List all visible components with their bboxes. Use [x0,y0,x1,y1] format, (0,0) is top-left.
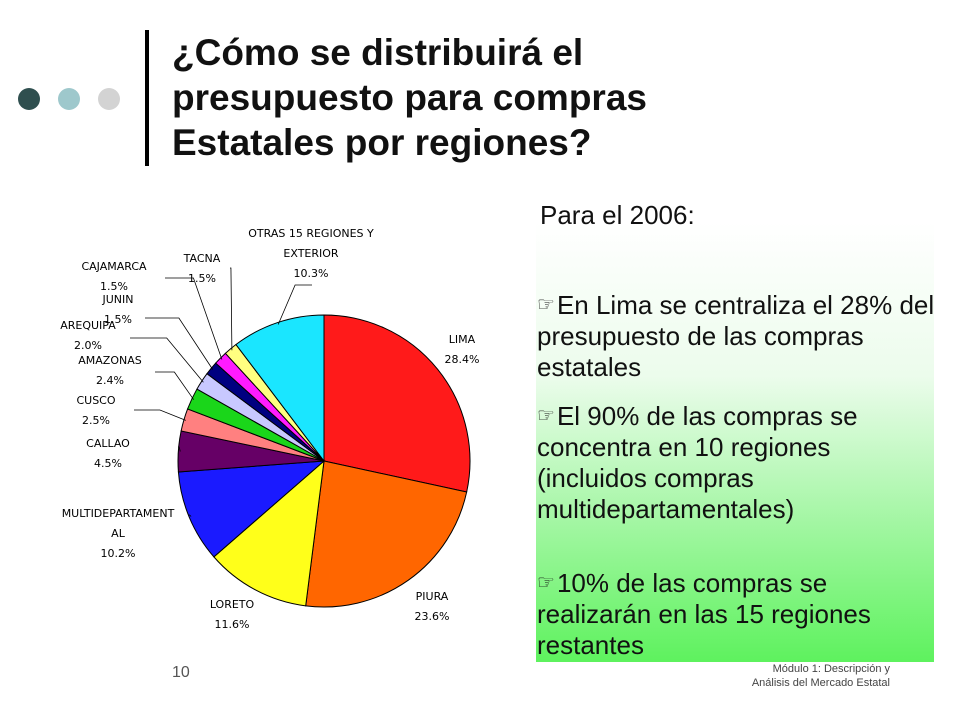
title-divider [145,30,149,166]
decorative-dot-dark [18,88,40,110]
slide-title: ¿Cómo se distribuirá el presupuesto para… [172,30,772,165]
slice-name-label: AL [111,527,126,540]
slice-value-label: 28.4% [445,353,480,366]
decorative-dot-grey [98,88,120,110]
slice-name-label: MULTIDEPARTAMENT [62,507,175,520]
slice-value-label: 4.5% [94,457,122,470]
pie-labels: LIMA 28.4% PIURA 23.6% LORETO 11.6% MULTIDEPAR… [60,227,479,631]
leader-line [130,337,204,383]
text-panel-background [536,222,934,662]
intro-text: Para el 2006: [540,200,695,230]
leader-line [134,409,186,421]
footer-module: Módulo 1: Descripción y Análisis del Mer… [700,662,890,690]
pie-slices [177,314,471,608]
page-number: 10 [172,664,190,681]
leader-line [145,317,214,370]
leader-line [165,277,223,360]
footer-line-1: Módulo 1: Descripción y [772,663,890,675]
pie-chart: LIMA 28.4% PIURA 23.6% LORETO 11.6% MULTIDEPAR… [60,227,479,631]
leader-line [178,446,181,452]
slice-name-label: AREQUIPA [60,319,116,332]
slice-value-label: 23.6% [415,610,450,623]
slice-name-label: PIURA [416,590,449,603]
bullet-text: En Lima se centraliza el 28% del presupu… [537,290,935,382]
slice-value-label: 10.3% [294,267,329,280]
slice-value-label: 2.0% [74,339,102,352]
title-line-2: presupuesto para compras [172,77,647,118]
bullet-item: ☞10% de las compras se realizarán en las… [537,568,937,661]
pie-slice-loreto [213,459,325,607]
bullet-item: ☞El 90% de las compras se concentra en 1… [537,401,937,525]
slice-name-label: TACNA [183,252,221,265]
leader-line [188,514,192,517]
slice-value-label: 11.6% [215,618,250,631]
footer-line-2: Análisis del Mercado Estatal [751,677,890,689]
bullet-text: El 90% de las compras se concentra en 10… [537,401,858,524]
leader-line [155,371,195,400]
pointing-hand-icon: ☞ [537,572,555,594]
slice-value-label: 1.5% [104,313,132,326]
pointing-hand-icon: ☞ [537,294,555,316]
slice-name-label: AMAZONAS [78,354,141,367]
slice-value-label: 10.2% [101,547,136,560]
slice-name-label: OTRAS 15 REGIONES Y [248,227,374,240]
slice-name-label: JUNIN [102,293,134,306]
slice-name-label: CUSCO [76,394,115,407]
slice-value-label: 2.5% [82,414,110,427]
slice-value-label: 2.4% [96,374,124,387]
decorative-dot-teal [58,88,80,110]
bullet-item: ☞En Lima se centraliza el 28% del presup… [537,290,937,383]
pointing-hand-icon: ☞ [537,405,555,427]
pie-slice-otras-15-regiones-y-exterior [235,314,325,463]
slice-value-label: 1.5% [100,280,128,293]
leader-line [277,284,312,325]
slice-value-label: 1.5% [188,272,216,285]
slice-name-label: LORETO [210,598,255,611]
slice-name-label: CAJAMARCA [81,260,147,273]
slice-name-label: LIMA [449,333,476,346]
bullet-text: 10% de las compras se realizarán en las … [537,568,871,660]
leader-line [230,267,233,351]
pie-slice-piura [305,460,468,608]
slice-name-label: EXTERIOR [283,247,339,260]
title-line-1: ¿Cómo se distribuirá el [172,32,584,73]
pie-slice-multidepartamental [177,460,326,558]
title-line-3: Estatales por regiones? [172,122,592,163]
pie-slice-lima [323,314,471,493]
slice-name-label: CALLAO [86,437,130,450]
